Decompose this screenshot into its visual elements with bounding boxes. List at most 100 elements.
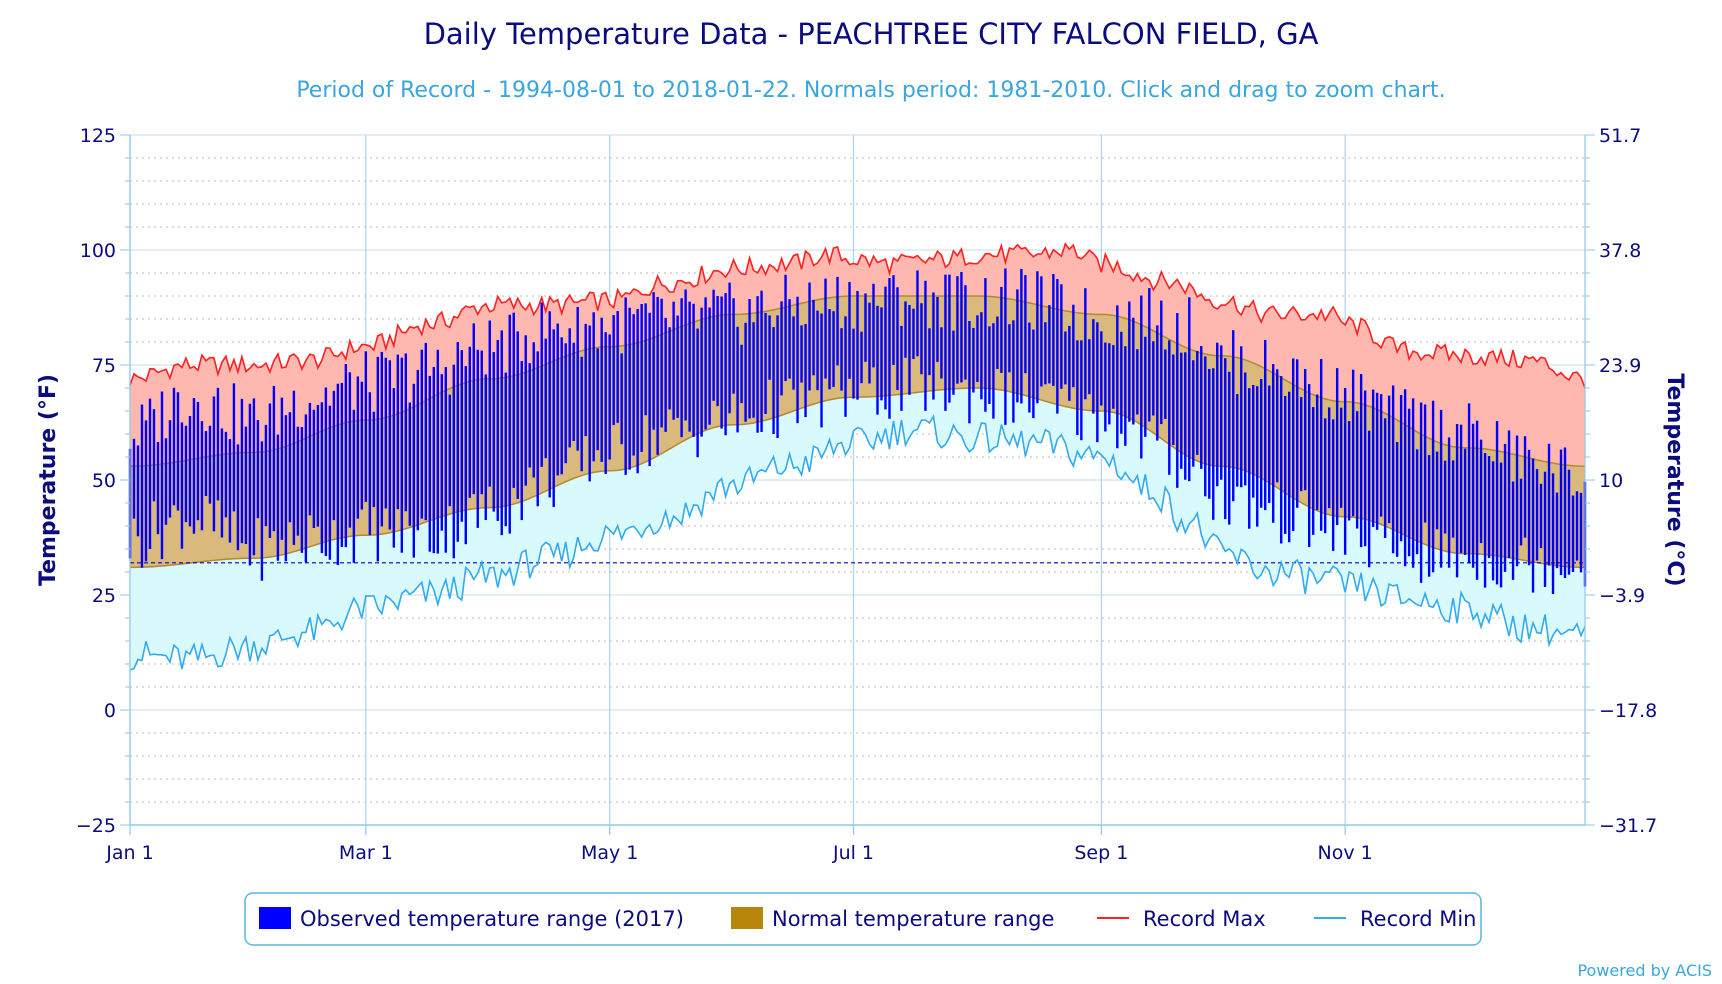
observed-bar bbox=[1467, 403, 1471, 564]
y-axis-title-left: Temperature (°F) bbox=[36, 374, 61, 586]
observed-bar bbox=[348, 372, 352, 528]
observed-bar bbox=[168, 420, 172, 518]
observed-bar bbox=[500, 330, 503, 536]
observed-bar bbox=[1319, 359, 1323, 531]
observed-bar bbox=[844, 316, 847, 417]
observed-bar bbox=[328, 405, 332, 560]
observed-bar bbox=[1232, 330, 1235, 502]
observed-bar bbox=[1276, 369, 1279, 483]
observed-bar bbox=[192, 398, 196, 534]
observed-bar bbox=[1575, 491, 1579, 561]
observed-bar bbox=[484, 374, 487, 521]
observed-bar bbox=[1471, 423, 1475, 568]
observed-bar bbox=[1284, 395, 1287, 534]
observed-bar bbox=[404, 353, 408, 512]
observed-bar bbox=[1367, 430, 1371, 568]
observed-bar bbox=[1244, 372, 1247, 486]
observed-bar bbox=[1423, 404, 1427, 523]
x-tick-label: Mar 1 bbox=[339, 842, 393, 864]
observed-bar bbox=[1184, 352, 1187, 480]
observed-bar bbox=[1463, 448, 1467, 555]
observed-bar bbox=[420, 349, 423, 519]
legend-box bbox=[244, 892, 1482, 946]
observed-bar bbox=[1419, 402, 1423, 583]
observed-bar bbox=[272, 385, 276, 532]
observed-bar bbox=[1487, 456, 1491, 558]
observed-bar bbox=[152, 409, 156, 502]
observed-bar bbox=[524, 335, 527, 486]
observed-bar bbox=[748, 299, 751, 419]
legend-item-record-min[interactable]: Record Min bbox=[1314, 907, 1477, 931]
observed-bar bbox=[1168, 340, 1171, 475]
chart-subtitle: Period of Record - 1994-08-01 to 2018-01… bbox=[296, 78, 1445, 103]
observed-bar bbox=[1028, 322, 1031, 413]
observed-bar bbox=[940, 327, 943, 379]
observed-bar bbox=[1144, 336, 1147, 437]
observed-bar bbox=[924, 280, 927, 411]
observed-bar bbox=[1260, 379, 1263, 508]
observed-bar bbox=[608, 334, 611, 460]
legend-label-record-max: Record Max bbox=[1143, 907, 1266, 931]
observed-bar bbox=[588, 325, 591, 482]
observed-bar bbox=[1543, 471, 1547, 587]
observed-bar bbox=[1523, 436, 1527, 538]
observed-bar bbox=[1411, 398, 1415, 568]
observed-bar bbox=[164, 438, 168, 525]
observed-bar bbox=[240, 398, 244, 544]
observed-bar bbox=[604, 332, 607, 474]
observed-bar bbox=[840, 328, 843, 391]
observed-bar bbox=[980, 312, 983, 400]
observed-bar bbox=[856, 290, 859, 400]
observed-bar bbox=[180, 422, 184, 549]
observed-bar bbox=[1096, 322, 1099, 443]
observed-bar bbox=[1311, 407, 1315, 535]
observed-bar bbox=[796, 296, 799, 424]
observed-bar bbox=[288, 412, 292, 523]
observed-bar bbox=[1351, 369, 1355, 517]
observed-bar bbox=[184, 425, 188, 523]
observed-bar bbox=[780, 301, 783, 396]
legend-item-observed[interactable]: Observed temperature range (2017) bbox=[259, 907, 684, 931]
observed-bar bbox=[1331, 419, 1335, 551]
observed-bar bbox=[740, 344, 743, 404]
observed-bar bbox=[1339, 407, 1343, 508]
observed-bar bbox=[1527, 449, 1531, 566]
observed-bar bbox=[228, 439, 232, 543]
observed-bar bbox=[888, 278, 891, 419]
observed-bar bbox=[944, 274, 947, 411]
observed-bar bbox=[252, 398, 256, 556]
observed-bar bbox=[756, 296, 759, 433]
observed-bar bbox=[616, 311, 619, 423]
observed-bar bbox=[136, 445, 140, 537]
observed-bar bbox=[864, 293, 867, 362]
observed-bar bbox=[972, 327, 975, 393]
observed-bar bbox=[572, 342, 575, 441]
observed-bar bbox=[904, 301, 907, 358]
observed-bar bbox=[900, 325, 903, 411]
observed-bar bbox=[672, 301, 675, 420]
observed-bar bbox=[568, 328, 571, 448]
observed-bar bbox=[1024, 275, 1027, 374]
observed-bar bbox=[1088, 339, 1091, 395]
observed-bar bbox=[1323, 418, 1327, 534]
observed-bar bbox=[860, 331, 863, 384]
observed-bar bbox=[476, 349, 479, 528]
observed-bar bbox=[156, 441, 160, 535]
observed-bar bbox=[380, 351, 384, 527]
observed-bar bbox=[912, 308, 915, 360]
observed-bar bbox=[1571, 495, 1575, 572]
legend-item-record-max[interactable]: Record Max bbox=[1097, 907, 1266, 931]
observed-bar bbox=[1236, 394, 1239, 487]
observed-bar bbox=[1208, 368, 1211, 499]
legend-item-normal[interactable]: Normal temperature range bbox=[731, 907, 1054, 931]
observed-bar bbox=[1288, 391, 1291, 543]
y-axis-title-right: Temperature (°C) bbox=[1662, 373, 1687, 586]
observed-bar bbox=[1579, 492, 1583, 573]
observed-bar bbox=[964, 285, 967, 380]
credit-link[interactable]: Powered by ACIS bbox=[1577, 961, 1712, 980]
observed-bar bbox=[960, 271, 963, 383]
y-tick-label-left: 25 bbox=[92, 585, 116, 607]
observed-bar bbox=[208, 425, 212, 504]
observed-bar bbox=[388, 360, 392, 530]
